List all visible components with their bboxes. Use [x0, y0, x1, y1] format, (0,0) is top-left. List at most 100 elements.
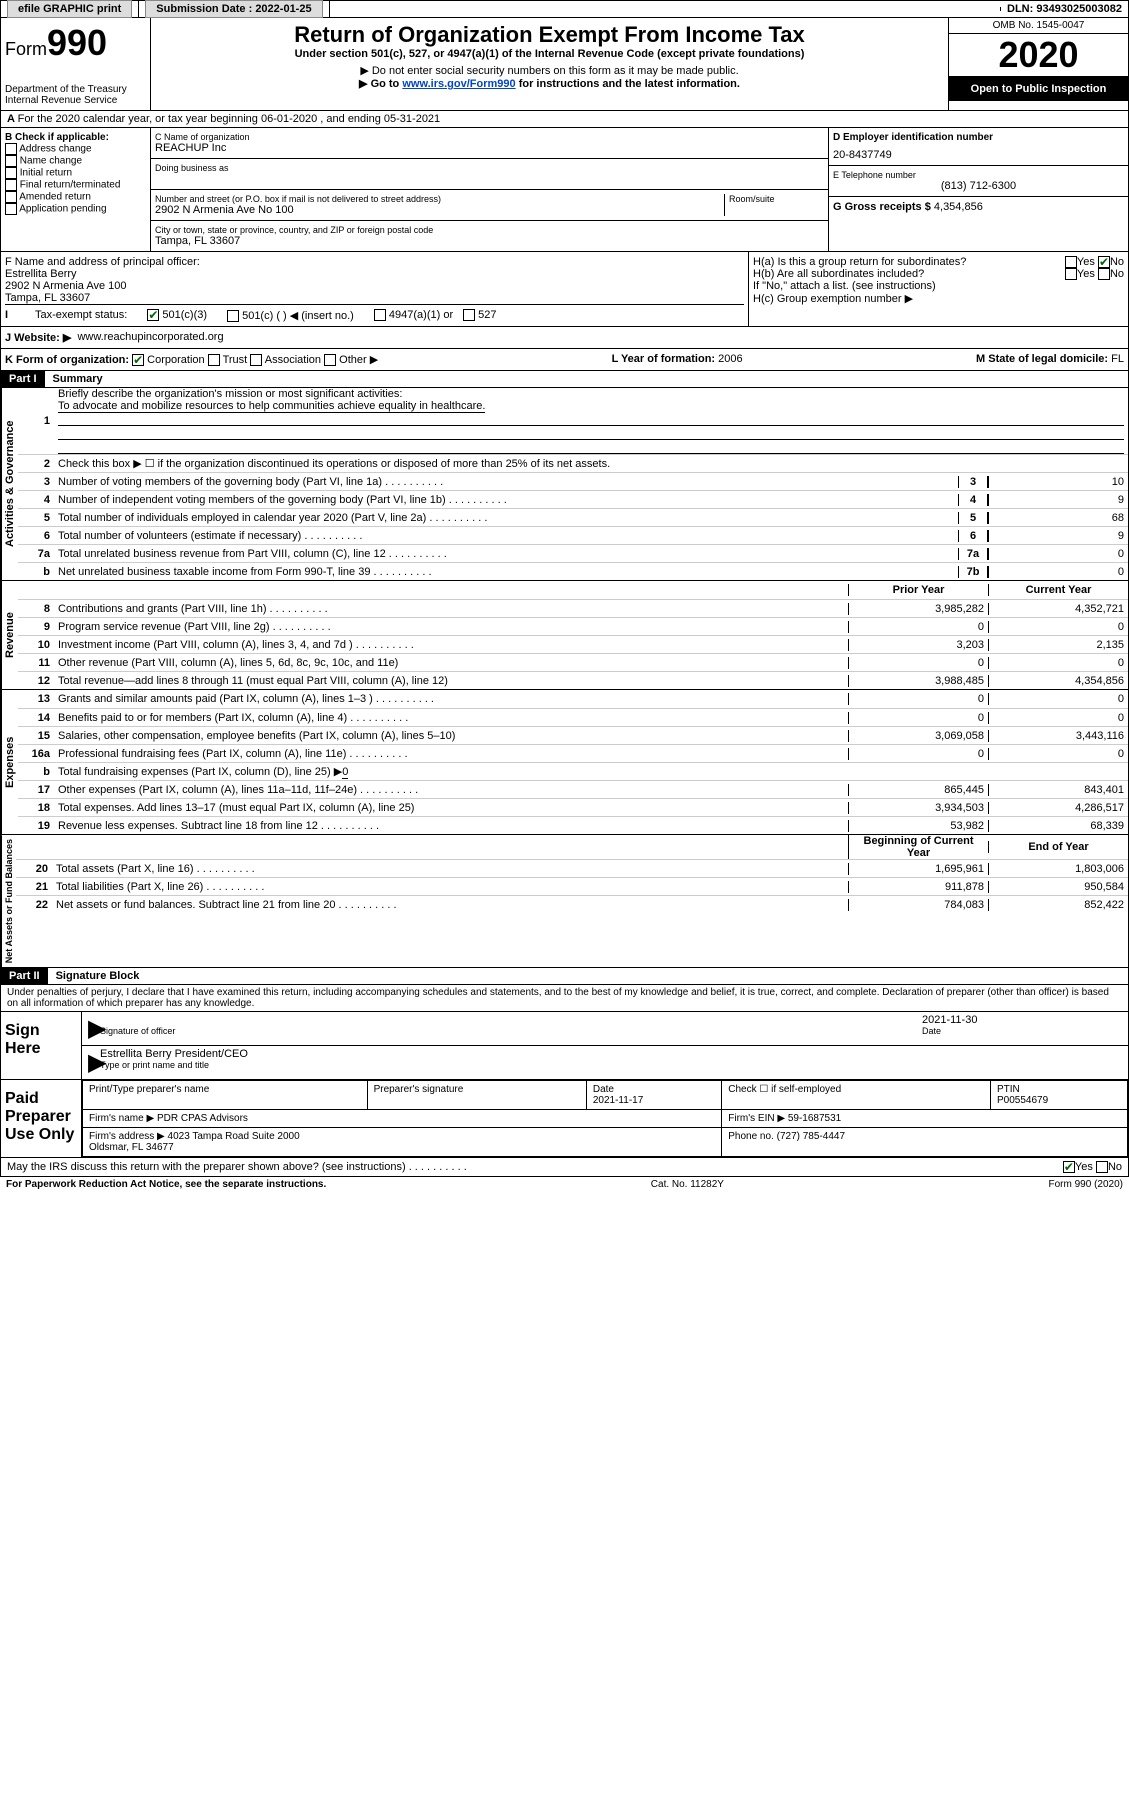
l10-text: Investment income (Part VIII, column (A)…	[54, 639, 848, 651]
l5-text: Total number of individuals employed in …	[54, 512, 958, 524]
form-note1: ▶ Do not enter social security numbers o…	[155, 64, 944, 77]
firm-name: PDR CPAS Advisors	[157, 1113, 248, 1124]
501c-lbl: 501(c) ( ) ◀ (insert no.)	[242, 310, 354, 322]
l12-text: Total revenue—add lines 8 through 11 (mu…	[54, 675, 848, 687]
section-fgh: F Name and address of principal officer:…	[0, 252, 1129, 327]
part2-badge: Part II	[1, 968, 48, 984]
l7b-val: 0	[988, 566, 1128, 578]
phone-label: E Telephone number	[833, 170, 1124, 180]
l18-cy: 4,286,517	[988, 802, 1128, 814]
note2-pre: ▶ Go to	[359, 78, 402, 90]
l22-py: 784,083	[848, 899, 988, 911]
form-header: Form990 Department of the Treasury Inter…	[0, 18, 1129, 111]
l21-cy: 950,584	[988, 881, 1128, 893]
l11-py: 0	[848, 657, 988, 669]
l5-val: 68	[988, 512, 1128, 524]
part2-title: Signature Block	[48, 968, 148, 984]
state-domicile-label: M State of legal domicile:	[976, 353, 1108, 365]
cb-lbl-amend: Amended return	[19, 192, 91, 203]
hb-label: H(b) Are all subordinates included?	[753, 268, 924, 280]
firm-ein-label: Firm's EIN ▶	[728, 1113, 785, 1124]
l20-text: Total assets (Part X, line 16)	[52, 863, 848, 875]
l20-cy: 1,803,006	[988, 863, 1128, 875]
form990-link[interactable]: www.irs.gov/Form990	[402, 78, 515, 90]
current-year-hdr: Current Year	[988, 584, 1128, 596]
app-pending-checkbox[interactable]	[5, 203, 17, 215]
initial-return-checkbox[interactable]	[5, 167, 17, 179]
yes3: Yes	[1075, 1161, 1093, 1173]
dept-label: Department of the Treasury Internal Reve…	[5, 84, 146, 106]
l17-cy: 843,401	[988, 784, 1128, 796]
bcy-hdr: Beginning of Current Year	[848, 835, 988, 859]
firm-ein: 59-1687531	[788, 1113, 841, 1124]
address-change-checkbox[interactable]	[5, 143, 17, 155]
l4-val: 9	[988, 494, 1128, 506]
l11-text: Other revenue (Part VIII, column (A), li…	[54, 657, 848, 669]
org-name: REACHUP Inc	[155, 142, 824, 154]
assoc-checkbox[interactable]	[250, 354, 262, 366]
arrow-icon: ▶	[88, 1048, 100, 1077]
4947-lbl: 4947(a)(1) or	[389, 309, 453, 321]
hb-no-checkbox[interactable]	[1098, 268, 1110, 280]
assoc-lbl: Association	[265, 354, 321, 366]
ha-yes-checkbox[interactable]	[1065, 256, 1077, 268]
prep-name-label: Print/Type preparer's name	[83, 1081, 368, 1110]
l12-py: 3,988,485	[848, 675, 988, 687]
527-checkbox[interactable]	[463, 309, 475, 321]
l17-py: 865,445	[848, 784, 988, 796]
prep-date: 2021-11-17	[593, 1095, 643, 1106]
l18-text: Total expenses. Add lines 13–17 (must eq…	[54, 802, 848, 814]
firm-addr2: Oldsmar, FL 34677	[89, 1142, 174, 1153]
yes-lbl: Yes	[1077, 256, 1095, 268]
l22-cy: 852,422	[988, 899, 1128, 911]
no-lbl2: No	[1110, 268, 1124, 280]
section-a: A For the 2020 calendar year, or tax yea…	[0, 111, 1129, 128]
sec-b-label: B Check if applicable:	[5, 132, 146, 143]
discuss-no-checkbox[interactable]	[1096, 1161, 1108, 1173]
tax-exempt-label: Tax-exempt status:	[35, 309, 127, 322]
form-number: 990	[47, 22, 107, 63]
other-checkbox[interactable]	[324, 354, 336, 366]
l16b-val: 0	[342, 766, 348, 779]
amended-return-checkbox[interactable]	[5, 191, 17, 203]
l16a-text: Professional fundraising fees (Part IX, …	[54, 748, 848, 760]
hc-label: H(c) Group exemption number ▶	[753, 292, 1124, 305]
501c-checkbox[interactable]	[227, 310, 239, 322]
part1-body: Activities & Governance 1Briefly describ…	[0, 388, 1129, 581]
phone-value: (813) 712-6300	[833, 180, 1124, 192]
trust-checkbox[interactable]	[208, 354, 220, 366]
note2-post: for instructions and the latest informat…	[516, 78, 740, 90]
4947-checkbox[interactable]	[374, 309, 386, 321]
footer-left: For Paperwork Reduction Act Notice, see …	[6, 1179, 326, 1190]
hb-yes-checkbox[interactable]	[1065, 268, 1077, 280]
efile-button[interactable]: efile GRAPHIC print	[7, 0, 132, 18]
l13-py: 0	[848, 693, 988, 705]
ha-no-checkbox[interactable]	[1098, 256, 1110, 268]
net-assets-section: Net Assets or Fund Balances Beginning of…	[0, 835, 1129, 968]
self-employed-label: Check ☐ if self-employed	[722, 1081, 991, 1110]
tax-year: 2020	[949, 34, 1128, 77]
l19-cy: 68,339	[988, 820, 1128, 832]
501c3-checkbox[interactable]	[147, 309, 159, 321]
sig-date: 2021-11-30	[922, 1014, 1122, 1026]
discuss-yes-checkbox[interactable]	[1063, 1161, 1075, 1173]
mission-text: To advocate and mobilize resources to he…	[58, 400, 485, 413]
corp-checkbox[interactable]	[132, 354, 144, 366]
tax-year-range: For the 2020 calendar year, or tax year …	[18, 113, 441, 125]
room-label: Room/suite	[729, 194, 824, 204]
form-org-label: K Form of organization:	[5, 354, 129, 366]
city-label: City or town, state or province, country…	[155, 225, 824, 235]
l9-py: 0	[848, 621, 988, 633]
state-domicile: FL	[1111, 353, 1124, 365]
ptin-label: PTIN	[997, 1084, 1020, 1095]
501c3-lbl: 501(c)(3)	[162, 309, 207, 321]
form-subtitle: Under section 501(c), 527, or 4947(a)(1)…	[155, 48, 944, 60]
final-return-checkbox[interactable]	[5, 179, 17, 191]
page-footer: For Paperwork Reduction Act Notice, see …	[0, 1177, 1129, 1192]
prep-sig-label: Preparer's signature	[367, 1081, 586, 1110]
no3: No	[1108, 1161, 1122, 1173]
submission-date-button[interactable]: Submission Date : 2022-01-25	[145, 0, 322, 18]
omb-label: OMB No. 1545-0047	[949, 18, 1128, 34]
website-label: J Website: ▶	[5, 331, 71, 344]
name-change-checkbox[interactable]	[5, 155, 17, 167]
